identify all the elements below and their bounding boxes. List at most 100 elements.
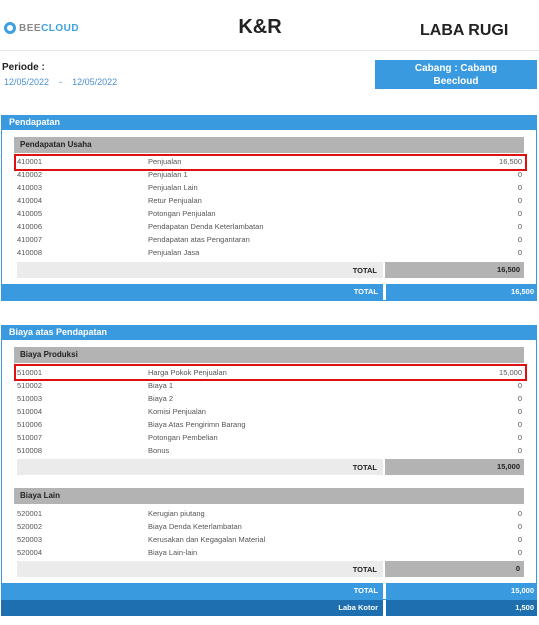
account-row: 520002 Biaya Denda Keterlambatan 0 <box>0 520 539 533</box>
account-row: 510001 Harga Pokok Penjualan 15,000 <box>0 366 539 379</box>
account-row: 520001 Kerugian piutang 0 <box>0 507 539 520</box>
account-name: Harga Pokok Penjualan <box>148 368 227 377</box>
account-value: 16,500 <box>499 157 522 166</box>
biaya-lain-header: Biaya Lain <box>14 488 524 504</box>
company-name: K&R <box>238 16 282 38</box>
account-code: 410007 <box>17 235 43 244</box>
account-value: 0 <box>517 381 522 390</box>
pendapatan-usaha-header: Pendapatan Usaha <box>14 137 524 153</box>
account-code: 510001 <box>17 368 43 377</box>
account-row: 520003 Kerusakan dan Kegagalan Material 0 <box>0 533 539 546</box>
account-row: 510003 Biaya 2 0 <box>0 392 539 405</box>
account-value: 0 <box>517 196 522 205</box>
account-value: 0 <box>517 433 522 442</box>
pendapatan-usaha-total-value: 16,500 <box>385 262 524 278</box>
account-row: 410001 Penjualan 16,500 <box>0 155 539 168</box>
biaya-lain-total-value: 0 <box>385 561 524 577</box>
biaya-produksi-total-label: TOTAL <box>352 463 377 472</box>
periode-start: 12/05/2022 <box>4 77 50 87</box>
account-name: Pendapatan atas Pengantaran <box>148 235 250 244</box>
logo-text-cloud: CLOUD <box>41 22 80 34</box>
account-value: 0 <box>517 394 522 403</box>
account-code: 510002 <box>17 381 43 390</box>
account-code: 510003 <box>17 394 43 403</box>
periode-range: 12/05/2022 - 12/05/2022 <box>4 77 117 87</box>
biaya-lain-total-row <box>17 561 383 577</box>
pendapatan-total-label: TOTAL <box>1 284 383 300</box>
account-row: 410006 Pendapatan Denda Keterlambatan 0 <box>0 220 539 233</box>
beecloud-logo-icon <box>4 22 16 34</box>
logo-text: BEECLOUD <box>19 23 79 34</box>
account-row: 510007 Potongan Pembelian 0 <box>0 431 539 444</box>
account-name: Biaya Lain-lain <box>148 548 198 557</box>
account-value: 0 <box>517 183 522 192</box>
account-value: 0 <box>517 407 522 416</box>
account-name: Biaya 2 <box>148 394 174 403</box>
account-value: 15,000 <box>499 368 522 377</box>
laba-kotor-value: 1,500 <box>386 600 537 616</box>
account-code: 520001 <box>17 509 43 518</box>
account-value: 0 <box>517 209 522 218</box>
account-code: 510006 <box>17 420 43 429</box>
account-row: 410002 Penjualan 1 0 <box>0 168 539 181</box>
account-code: 410008 <box>17 248 43 257</box>
account-row: 510006 Biaya Atas Pengirimn Barang 0 <box>0 418 539 431</box>
biaya-produksi-total-row <box>17 459 383 475</box>
account-row: 410008 Penjualan Jasa 0 <box>0 246 539 259</box>
account-name: Biaya Atas Pengirimn Barang <box>148 420 246 429</box>
pendapatan-total-value: 16,500 <box>386 284 537 300</box>
account-code: 410005 <box>17 209 43 218</box>
pendapatan-usaha-total-row <box>17 262 383 278</box>
account-row: 410005 Potongan Penjualan 0 <box>0 207 539 220</box>
report-title: LABA RUGI <box>420 22 509 39</box>
header-divider <box>0 50 539 51</box>
account-name: Penjualan Lain <box>148 183 198 192</box>
account-name: Kerusakan dan Kegagalan Material <box>148 535 266 544</box>
account-value: 0 <box>517 535 522 544</box>
biaya-produksi-header: Biaya Produksi <box>14 347 524 363</box>
account-code: 520003 <box>17 535 43 544</box>
account-name: Biaya 1 <box>148 381 174 390</box>
cabang-line2: Beecloud <box>433 76 479 87</box>
account-name: Penjualan <box>148 157 182 166</box>
highlight-penjualan-row <box>14 154 527 171</box>
account-name: Penjualan 1 <box>148 170 188 179</box>
account-code: 410006 <box>17 222 43 231</box>
account-row: 510004 Komisi Penjualan 0 <box>0 405 539 418</box>
account-name: Penjualan Jasa <box>148 248 200 257</box>
account-code: 410001 <box>17 157 43 166</box>
pendapatan-section-title: Pendapatan <box>1 115 537 130</box>
account-name: Kerugian piutang <box>148 509 205 518</box>
account-row: 510002 Biaya 1 0 <box>0 379 539 392</box>
account-name: Retur Penjualan <box>148 196 202 205</box>
account-row: 510008 Bonus 0 <box>0 444 539 457</box>
account-name: Biaya Denda Keterlambatan <box>148 522 242 531</box>
account-code: 410002 <box>17 170 43 179</box>
logo-text-bee: BEE <box>19 22 42 34</box>
beecloud-logo: BEECLOUD <box>4 22 79 34</box>
account-row: 520004 Biaya Lain-lain 0 <box>0 546 539 559</box>
cabang-line1: Cabang : Cabang <box>414 63 498 74</box>
periode-end: 12/05/2022 <box>72 77 118 87</box>
highlight-hpp-row <box>14 364 527 381</box>
account-code: 520002 <box>17 522 43 531</box>
biaya-total-value: 15,000 <box>386 583 537 599</box>
periode-label: Periode : <box>2 62 45 73</box>
laba-kotor-label: Laba Kotor <box>1 600 383 616</box>
account-value: 0 <box>517 235 522 244</box>
account-code: 410003 <box>17 183 43 192</box>
account-name: Potongan Penjualan <box>148 209 216 218</box>
pendapatan-usaha-total-label: TOTAL <box>352 266 377 275</box>
account-row: 410007 Pendapatan atas Pengantaran 0 <box>0 233 539 246</box>
cabang-box: Cabang : Cabang Beecloud <box>375 60 537 89</box>
account-code: 410004 <box>17 196 43 205</box>
account-value: 0 <box>517 222 522 231</box>
account-row: 410004 Retur Penjualan 0 <box>0 194 539 207</box>
account-value: 0 <box>517 446 522 455</box>
biaya-total-label: TOTAL <box>1 583 383 599</box>
account-value: 0 <box>517 548 522 557</box>
account-value: 0 <box>517 509 522 518</box>
account-name: Potongan Pembelian <box>148 433 218 442</box>
account-value: 0 <box>517 522 522 531</box>
account-code: 510007 <box>17 433 43 442</box>
